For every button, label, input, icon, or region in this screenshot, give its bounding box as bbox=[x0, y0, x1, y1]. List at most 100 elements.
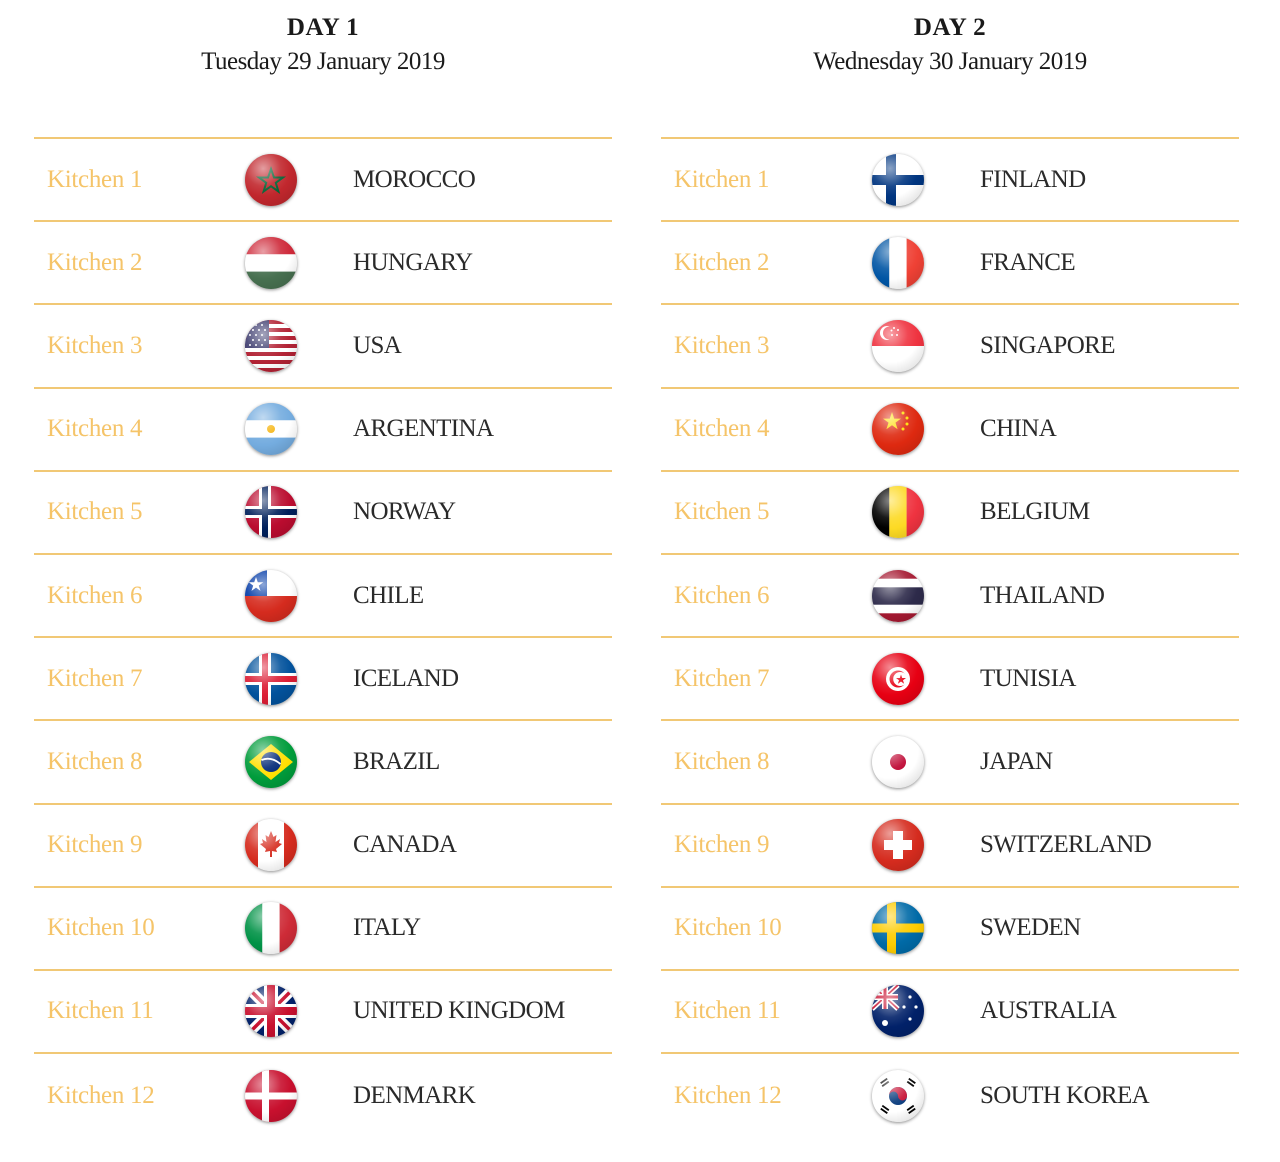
kitchen-label: Kitchen 10 bbox=[674, 914, 782, 942]
list-item: Kitchen 8 JAPAN bbox=[661, 721, 1239, 805]
list-item: Kitchen 9 CANADA bbox=[34, 805, 612, 888]
kitchen-label: Kitchen 9 bbox=[674, 831, 770, 859]
list-item: Kitchen 6 CHILE bbox=[34, 555, 612, 639]
day-title: DAY 2 bbox=[913, 14, 987, 41]
kitchen-label: Kitchen 6 bbox=[674, 581, 770, 609]
list-item: Kitchen 1 FINLAND bbox=[661, 139, 1239, 223]
kitchen-label: Kitchen 11 bbox=[47, 997, 154, 1025]
list-item: Kitchen 5 BELGIUM bbox=[661, 472, 1239, 555]
kitchen-label: Kitchen 8 bbox=[674, 747, 770, 775]
kitchen-label: Kitchen 9 bbox=[47, 831, 143, 859]
country-name: ICELAND bbox=[353, 664, 459, 692]
list-item: Kitchen 3 SINGAPORE bbox=[661, 305, 1239, 389]
hungary-flag-icon bbox=[245, 236, 297, 289]
country-name: CHILE bbox=[353, 581, 424, 609]
japan-flag-icon bbox=[872, 735, 924, 788]
country-name: SWEDEN bbox=[980, 914, 1081, 942]
iceland-flag-icon bbox=[245, 652, 297, 705]
list-item: Kitchen 11 AUSTRALIA bbox=[661, 971, 1239, 1055]
list-item: Kitchen 2 HUNGARY bbox=[34, 222, 612, 306]
singapore-flag-icon bbox=[872, 319, 924, 372]
country-name: JAPAN bbox=[980, 747, 1053, 775]
country-name: UNITED KINGDOM bbox=[353, 997, 565, 1025]
kitchen-label: Kitchen 5 bbox=[47, 498, 143, 526]
country-name: SOUTH KOREA bbox=[980, 1081, 1150, 1109]
list-item: Kitchen 4 CHINA bbox=[661, 389, 1239, 472]
country-name: FRANCE bbox=[980, 248, 1076, 276]
list-item: Kitchen 7 TUNISIA bbox=[661, 638, 1239, 722]
country-name: TUNISIA bbox=[980, 664, 1076, 692]
switzerland-flag-icon bbox=[872, 819, 924, 872]
list-item: Kitchen 10 ITALY bbox=[34, 888, 612, 971]
kitchen-label: Kitchen 1 bbox=[674, 165, 770, 193]
morocco-flag-icon bbox=[245, 153, 297, 206]
list-item: Kitchen 2 FRANCE bbox=[661, 222, 1239, 306]
country-name: ITALY bbox=[353, 914, 421, 942]
kitchen-label: Kitchen 4 bbox=[674, 415, 770, 443]
australia-flag-icon bbox=[872, 985, 924, 1038]
kitchen-label: Kitchen 12 bbox=[674, 1081, 782, 1109]
kitchen-label: Kitchen 8 bbox=[47, 747, 143, 775]
day-1-schedule: DAY 1 Tuesday 29 January 2019 Kitchen 1 M… bbox=[34, 0, 612, 1137]
kitchen-label: Kitchen 10 bbox=[47, 914, 155, 942]
country-name: THAILAND bbox=[980, 581, 1105, 609]
list-item: Kitchen 12 SOUTH KOREA bbox=[661, 1054, 1239, 1137]
list-item: Kitchen 7 ICELAND bbox=[34, 638, 612, 722]
country-name: FINLAND bbox=[980, 165, 1086, 193]
list-item: Kitchen 12 DENMARK bbox=[34, 1054, 612, 1137]
country-name: SWITZERLAND bbox=[980, 831, 1152, 859]
kitchen-label: Kitchen 2 bbox=[47, 248, 143, 276]
argentina-flag-icon bbox=[245, 403, 297, 456]
country-name: DENMARK bbox=[353, 1081, 476, 1109]
thailand-flag-icon bbox=[872, 569, 924, 622]
brazil-flag-icon bbox=[245, 735, 297, 788]
country-name: BRAZIL bbox=[353, 747, 440, 775]
kitchen-list: Kitchen 1 FINLAND Kitchen 2 FRANCE Kitchen… bbox=[661, 137, 1239, 1137]
kitchen-label: Kitchen 3 bbox=[47, 331, 143, 359]
canada-flag-icon bbox=[245, 819, 297, 872]
country-name: SINGAPORE bbox=[980, 331, 1116, 359]
kitchen-label: Kitchen 6 bbox=[47, 581, 143, 609]
day-date: Tuesday 29 January 2019 bbox=[201, 48, 445, 75]
finland-flag-icon bbox=[872, 153, 924, 206]
list-item: Kitchen 5 NORWAY bbox=[34, 472, 612, 555]
uk-flag-icon bbox=[245, 985, 297, 1038]
china-flag-icon bbox=[872, 403, 924, 456]
list-item: Kitchen 4 ARGENTINA bbox=[34, 389, 612, 472]
usa-flag-icon bbox=[245, 319, 297, 372]
norway-flag-icon bbox=[245, 486, 297, 539]
tunisia-flag-icon bbox=[872, 652, 924, 705]
kitchen-label: Kitchen 7 bbox=[674, 664, 770, 692]
kitchen-label: Kitchen 11 bbox=[674, 997, 781, 1025]
day-header: DAY 1 Tuesday 29 January 2019 bbox=[34, 0, 612, 137]
country-name: ARGENTINA bbox=[353, 415, 494, 443]
list-item: Kitchen 9 SWITZERLAND bbox=[661, 805, 1239, 888]
kitchen-label: Kitchen 5 bbox=[674, 498, 770, 526]
list-item: Kitchen 6 THAILAND bbox=[661, 555, 1239, 639]
chile-flag-icon bbox=[245, 569, 297, 622]
kitchen-label: Kitchen 12 bbox=[47, 1081, 155, 1109]
belgium-flag-icon bbox=[872, 486, 924, 539]
south-korea-flag-icon bbox=[872, 1069, 924, 1122]
italy-flag-icon bbox=[245, 902, 297, 955]
country-name: CHINA bbox=[980, 415, 1057, 443]
kitchen-label: Kitchen 2 bbox=[674, 248, 770, 276]
denmark-flag-icon bbox=[245, 1069, 297, 1122]
day-date: Wednesday 30 January 2019 bbox=[813, 48, 1087, 75]
country-name: USA bbox=[353, 331, 402, 359]
sweden-flag-icon bbox=[872, 902, 924, 955]
country-name: BELGIUM bbox=[980, 498, 1090, 526]
france-flag-icon bbox=[872, 236, 924, 289]
list-item: Kitchen 3 USA bbox=[34, 305, 612, 389]
country-name: MOROCCO bbox=[353, 165, 476, 193]
list-item: Kitchen 1 MOROCCO bbox=[34, 139, 612, 223]
country-name: CANADA bbox=[353, 831, 457, 859]
list-item: Kitchen 8 BRAZIL bbox=[34, 721, 612, 805]
day-header: DAY 2 Wednesday 30 January 2019 bbox=[661, 0, 1239, 137]
kitchen-label: Kitchen 3 bbox=[674, 331, 770, 359]
kitchen-label: Kitchen 1 bbox=[47, 165, 143, 193]
day-title: DAY 1 bbox=[286, 14, 360, 41]
country-name: AUSTRALIA bbox=[980, 997, 1117, 1025]
list-item: Kitchen 11 UNITED KINGDOM bbox=[34, 971, 612, 1055]
day-2-schedule: DAY 2 Wednesday 30 January 2019 Kitchen … bbox=[661, 0, 1239, 1137]
